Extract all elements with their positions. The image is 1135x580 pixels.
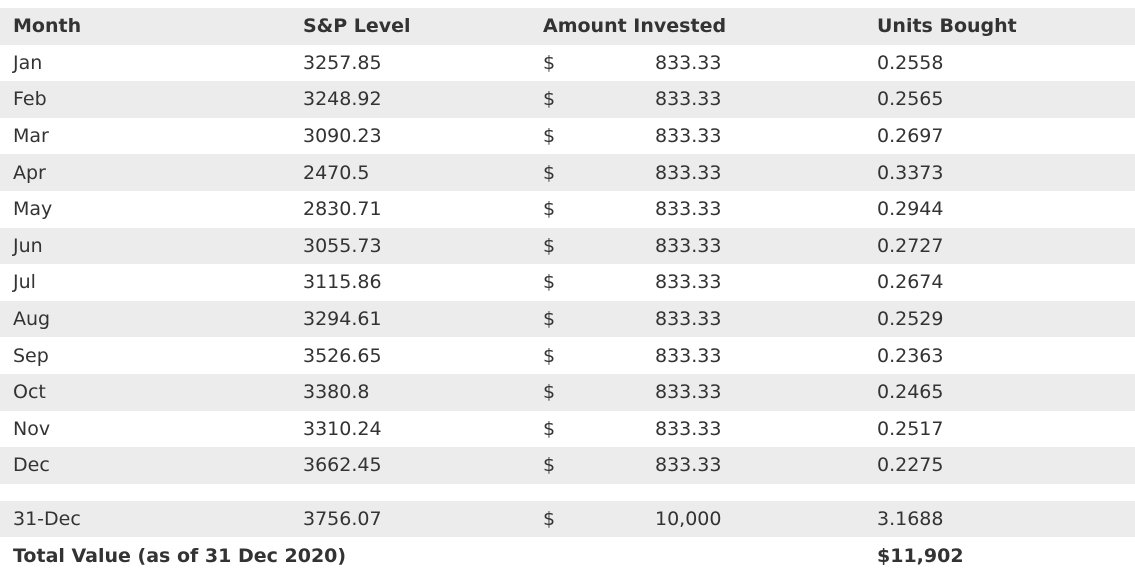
cell-units-bought: 0.2363 [877, 344, 944, 367]
table-row: Dec 3662.45 $833.33 0.2275 [0, 447, 1135, 484]
cell-units-bought: 0.2465 [877, 381, 944, 404]
summary-units: 3.1688 [877, 508, 944, 531]
cell-dollar-sign: $ [543, 381, 556, 404]
header-month: Month [13, 15, 82, 38]
cell-dollar-sign: $ [543, 51, 556, 74]
cell-units-bought: 0.2558 [877, 51, 944, 74]
cell-sp-level: 3115.86 [303, 271, 382, 294]
cell-sp-level: 3055.73 [303, 234, 382, 257]
cell-month: Jul [13, 271, 36, 294]
cell-amount-invested: 833.33 [655, 344, 722, 367]
cell-month: Oct [13, 381, 46, 404]
cell-dollar-sign: $ [543, 417, 556, 440]
cell-amount-invested: 833.33 [655, 51, 722, 74]
cell-sp-level: 3248.92 [303, 88, 382, 111]
cell-amount-invested: 833.33 [655, 234, 722, 257]
table-header-row: Month S&P Level Amount Invested Units Bo… [0, 8, 1135, 45]
table-row: May 2830.71 $833.33 0.2944 [0, 190, 1135, 228]
cell-amount-invested: 833.33 [655, 198, 722, 221]
cell-dollar-sign: $ [543, 198, 556, 221]
cell-units-bought: 0.2727 [877, 234, 944, 257]
cell-units-bought: 0.2565 [877, 88, 944, 111]
cell-dollar-sign: $ [543, 125, 556, 148]
table-body: Jan 3257.85 $833.33 0.2558 Feb 3248.92 $833.33… [0, 44, 1135, 484]
cell-amount-invested: 833.33 [655, 381, 722, 404]
cell-units-bought: 0.2517 [877, 417, 944, 440]
cell-sp-level: 3294.61 [303, 308, 382, 331]
table-row: Mar 3090.23 $833.33 0.2697 [0, 117, 1135, 155]
cell-amount-invested: 833.33 [655, 454, 722, 477]
cell-units-bought: 0.2944 [877, 198, 944, 221]
total-value: $11,902 [877, 544, 964, 567]
cell-sp-level: 2470.5 [303, 161, 370, 184]
cell-amount-invested: 833.33 [655, 88, 722, 111]
cell-units-bought: 0.2697 [877, 125, 944, 148]
table-row: Jan 3257.85 $833.33 0.2558 [0, 44, 1135, 82]
total-label: Total Value (as of 31 Dec 2020) [13, 544, 347, 567]
cell-amount-invested: 833.33 [655, 125, 722, 148]
cell-dollar-sign: $ [543, 161, 556, 184]
cell-month: Aug [13, 308, 51, 331]
summary-sp-level: 3756.07 [303, 508, 382, 531]
summary-row: 31-Dec 3756.07 $ 10,000 3.1688 [0, 500, 1135, 538]
cell-dollar-sign: $ [543, 454, 556, 477]
cell-units-bought: 0.2674 [877, 271, 944, 294]
cell-month: Jan [13, 51, 43, 74]
cell-amount-invested: 833.33 [655, 271, 722, 294]
cell-month: Mar [13, 125, 49, 148]
cell-sp-level: 3380.8 [303, 381, 370, 404]
summary-month: 31-Dec [13, 508, 81, 531]
header-sp-level: S&P Level [303, 15, 411, 38]
cell-units-bought: 0.2529 [877, 308, 944, 331]
cell-units-bought: 0.2275 [877, 454, 944, 477]
table-row: Oct 3380.8 $833.33 0.2465 [0, 373, 1135, 411]
cell-sp-level: 3090.23 [303, 125, 382, 148]
cell-month: Feb [13, 88, 47, 111]
header-units-bought: Units Bought [877, 15, 1017, 38]
summary-amount: 10,000 [655, 508, 722, 531]
table-row: Feb 3248.92 $833.33 0.2565 [0, 81, 1135, 118]
cell-units-bought: 0.3373 [877, 161, 944, 184]
investment-table: Month S&P Level Amount Invested Units Bo… [0, 8, 1135, 574]
cell-sp-level: 2830.71 [303, 198, 382, 221]
table-row: Sep 3526.65 $833.33 0.2363 [0, 337, 1135, 374]
cell-sp-level: 3526.65 [303, 344, 382, 367]
cell-month: Jun [13, 234, 43, 257]
cell-sp-level: 3310.24 [303, 417, 382, 440]
cell-amount-invested: 833.33 [655, 417, 722, 440]
header-amount-invested: Amount Invested [543, 15, 727, 38]
table-spacer [0, 483, 1135, 501]
table-row: Nov 3310.24 $833.33 0.2517 [0, 410, 1135, 448]
cell-sp-level: 3662.45 [303, 454, 382, 477]
cell-month: Dec [13, 454, 50, 477]
cell-dollar-sign: $ [543, 88, 556, 111]
table-row: Aug 3294.61 $833.33 0.2529 [0, 300, 1135, 338]
total-row: Total Value (as of 31 Dec 2020) $11,902 [0, 537, 1135, 574]
table-row: Apr 2470.5 $833.33 0.3373 [0, 154, 1135, 191]
cell-amount-invested: 833.33 [655, 161, 722, 184]
cell-month: Apr [13, 161, 46, 184]
cell-dollar-sign: $ [543, 234, 556, 257]
cell-dollar-sign: $ [543, 271, 556, 294]
summary-dollar-sign: $ [543, 508, 556, 531]
table-row: Jun 3055.73 $833.33 0.2727 [0, 227, 1135, 265]
cell-dollar-sign: $ [543, 344, 556, 367]
cell-month: Nov [13, 417, 51, 440]
cell-dollar-sign: $ [543, 308, 556, 331]
cell-amount-invested: 833.33 [655, 308, 722, 331]
cell-month: Sep [13, 344, 49, 367]
cell-sp-level: 3257.85 [303, 51, 382, 74]
table-row: Jul 3115.86 $833.33 0.2674 [0, 264, 1135, 301]
cell-month: May [13, 198, 53, 221]
